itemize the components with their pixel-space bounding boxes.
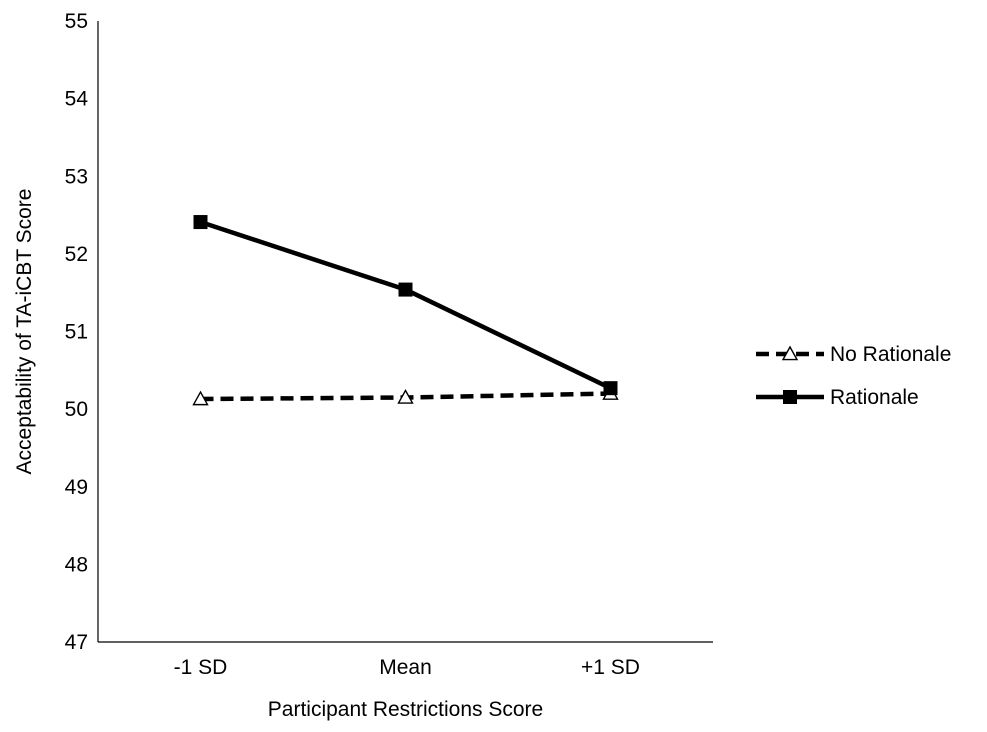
legend-label: No Rationale	[830, 343, 951, 366]
data-point	[192, 390, 209, 406]
data-point	[603, 381, 618, 396]
y-tick-label: 55	[65, 10, 88, 33]
y-tick-label: 47	[65, 631, 88, 654]
data-point	[193, 215, 208, 230]
y-tick-label: 50	[65, 398, 88, 421]
legend-marker	[783, 390, 797, 404]
y-tick-label: 51	[65, 321, 88, 344]
series-line	[199, 219, 612, 391]
legend-marker	[781, 345, 799, 361]
y-tick-label: 54	[65, 88, 89, 111]
y-tick-label: 48	[65, 553, 88, 576]
data-point	[397, 389, 414, 404]
y-tick-label: 52	[65, 243, 88, 266]
y-tick-label: 49	[65, 476, 88, 499]
legend: No Rationale Rationale	[756, 343, 951, 409]
x-tick-labels: -1 SD Mean +1 SD	[174, 656, 640, 679]
x-tick-label: Mean	[379, 656, 432, 679]
axes	[97, 21, 713, 643]
y-tick-label: 53	[65, 165, 88, 188]
x-axis-title: Participant Restrictions Score	[268, 698, 543, 721]
y-axis-title: Acceptability of TA-iCBT Score	[13, 189, 36, 475]
legend-label: Rationale	[830, 386, 919, 409]
x-tick-label: -1 SD	[174, 656, 228, 679]
y-tick-labels: 47 48 49 50 51 52 53 54 55	[65, 10, 89, 654]
data-point	[398, 282, 413, 297]
series	[192, 215, 619, 406]
x-tick-label: +1 SD	[581, 656, 640, 679]
